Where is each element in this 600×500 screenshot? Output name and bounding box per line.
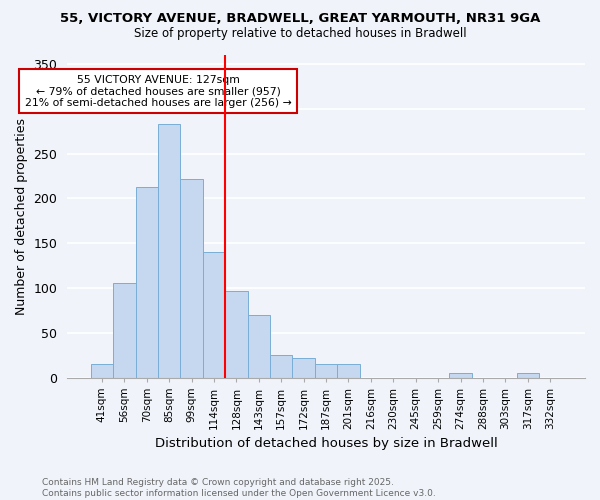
Bar	[203, 252, 225, 378]
Bar	[248, 315, 270, 378]
Text: 55, VICTORY AVENUE, BRADWELL, GREAT YARMOUTH, NR31 9GA: 55, VICTORY AVENUE, BRADWELL, GREAT YARM…	[60, 12, 540, 26]
Bar	[270, 355, 292, 378]
Bar	[517, 373, 539, 378]
X-axis label: Distribution of detached houses by size in Bradwell: Distribution of detached houses by size …	[155, 437, 497, 450]
Bar	[315, 364, 337, 378]
Bar	[449, 373, 472, 378]
Bar	[91, 364, 113, 378]
Bar	[337, 364, 360, 378]
Text: Contains HM Land Registry data © Crown copyright and database right 2025.
Contai: Contains HM Land Registry data © Crown c…	[42, 478, 436, 498]
Bar	[113, 282, 136, 378]
Bar	[158, 124, 181, 378]
Text: Size of property relative to detached houses in Bradwell: Size of property relative to detached ho…	[134, 28, 466, 40]
Y-axis label: Number of detached properties: Number of detached properties	[15, 118, 28, 315]
Bar	[136, 186, 158, 378]
Text: 55 VICTORY AVENUE: 127sqm
← 79% of detached houses are smaller (957)
21% of semi: 55 VICTORY AVENUE: 127sqm ← 79% of detac…	[25, 74, 292, 108]
Bar	[292, 358, 315, 378]
Bar	[181, 178, 203, 378]
Bar	[225, 290, 248, 378]
